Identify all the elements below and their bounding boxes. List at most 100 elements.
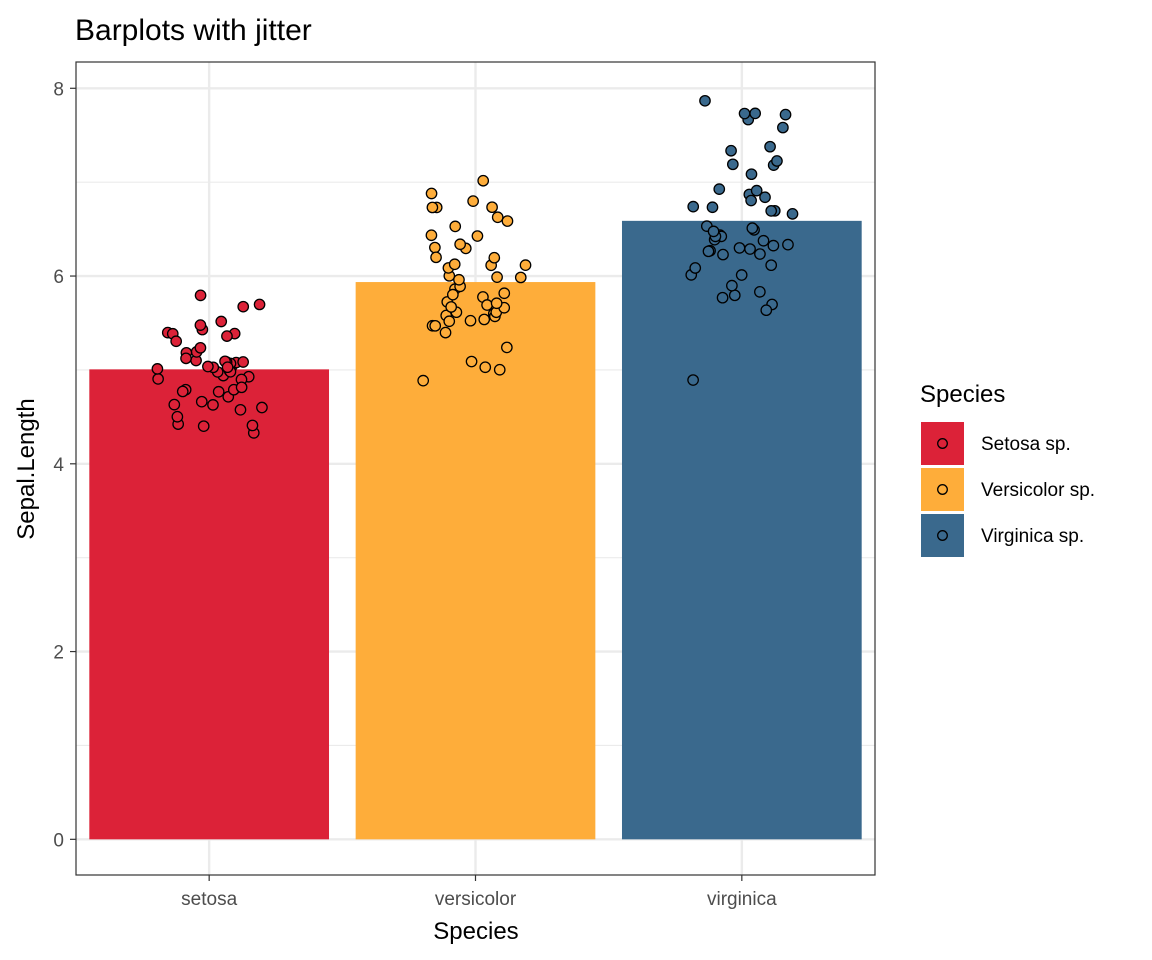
point-virginica xyxy=(687,200,700,213)
legend-key-point xyxy=(937,438,948,449)
point-setosa xyxy=(221,361,234,374)
point-virginica xyxy=(779,108,792,121)
point-setosa xyxy=(194,289,207,302)
point-versicolor xyxy=(471,230,484,242)
point-versicolor xyxy=(498,287,511,300)
point-virginica xyxy=(744,243,756,255)
point-virginica xyxy=(777,121,789,134)
point-versicolor xyxy=(500,341,513,354)
point-virginica xyxy=(750,184,763,197)
point-virginica xyxy=(699,94,711,107)
point-setosa xyxy=(253,298,266,311)
point-virginica xyxy=(759,191,771,204)
point-versicolor xyxy=(486,201,498,214)
point-setosa xyxy=(176,385,189,398)
point-setosa xyxy=(202,360,214,373)
point-versicolor xyxy=(426,201,439,214)
point-versicolor xyxy=(453,273,465,286)
point-virginica xyxy=(749,107,762,120)
point-virginica xyxy=(738,107,751,120)
point-setosa xyxy=(234,403,247,416)
point-setosa xyxy=(221,330,233,342)
point-setosa xyxy=(197,420,210,433)
point-setosa xyxy=(170,335,183,348)
point-virginica xyxy=(702,245,715,258)
point-versicolor xyxy=(425,187,438,200)
point-virginica xyxy=(735,269,748,281)
point-versicolor xyxy=(519,259,532,272)
point-virginica xyxy=(726,279,738,292)
point-setosa xyxy=(194,341,207,354)
y-tick-label: 0 xyxy=(53,830,64,851)
point-virginica xyxy=(771,155,783,167)
point-virginica xyxy=(745,194,757,207)
point-virginica xyxy=(746,222,759,235)
legend-label: Versicolor sp. xyxy=(981,480,1095,501)
point-setosa xyxy=(207,399,219,411)
bar-virginica xyxy=(621,220,862,840)
legend-title: Species xyxy=(920,381,1005,408)
point-versicolor xyxy=(447,288,459,301)
x-tick-label: versicolor xyxy=(435,889,517,910)
point-virginica xyxy=(767,239,780,252)
x-tick-label: virginica xyxy=(707,889,777,910)
point-setosa xyxy=(168,398,181,411)
point-setosa xyxy=(256,401,268,414)
jitter-points xyxy=(151,94,799,439)
point-versicolor xyxy=(501,215,514,227)
point-setosa xyxy=(152,373,164,385)
point-versicolor xyxy=(465,355,478,368)
point-versicolor xyxy=(445,301,458,313)
point-versicolor xyxy=(439,326,452,339)
point-versicolor xyxy=(425,229,438,242)
point-virginica xyxy=(754,248,766,260)
point-virginica xyxy=(765,259,778,272)
point-versicolor xyxy=(443,315,456,328)
point-setosa xyxy=(151,363,164,375)
legend-label: Virginica sp. xyxy=(981,526,1084,547)
point-versicolor xyxy=(481,299,493,311)
point-versicolor xyxy=(493,363,506,376)
y-tick-label: 4 xyxy=(53,455,64,476)
point-virginica xyxy=(725,144,737,157)
legend-label: Setosa sp. xyxy=(981,434,1071,455)
point-virginica xyxy=(728,289,741,302)
point-setosa xyxy=(237,356,249,368)
point-versicolor xyxy=(454,238,466,251)
point-versicolor xyxy=(479,361,492,374)
point-setosa xyxy=(212,385,225,398)
point-virginica xyxy=(760,304,773,317)
legend-key-point xyxy=(937,484,948,495)
point-virginica xyxy=(689,262,702,274)
x-tick-label: setosa xyxy=(181,889,237,910)
point-versicolor xyxy=(449,220,462,233)
point-setosa xyxy=(195,395,208,408)
y-tick-label: 6 xyxy=(53,267,64,288)
point-virginica xyxy=(733,242,746,254)
x-axis: setosa versicolor virginica xyxy=(181,875,777,910)
point-setosa xyxy=(171,410,184,423)
point-virginica xyxy=(782,238,794,251)
point-virginica xyxy=(687,374,699,386)
point-setosa xyxy=(235,381,248,394)
point-setosa xyxy=(215,315,228,328)
y-tick-label: 8 xyxy=(53,79,64,100)
y-axis-title: Sepal.Length xyxy=(13,398,40,539)
point-virginica xyxy=(716,291,729,304)
point-versicolor xyxy=(490,297,503,310)
point-versicolor xyxy=(467,195,479,207)
point-virginica xyxy=(706,201,719,214)
point-setosa xyxy=(246,419,259,432)
chart-title: Barplots with jitter xyxy=(75,14,312,47)
point-virginica xyxy=(764,140,776,153)
point-virginica xyxy=(786,207,799,220)
point-setosa xyxy=(180,352,192,365)
point-versicolor xyxy=(430,251,442,264)
point-virginica xyxy=(757,234,770,247)
legend: Species Setosa sp. Versicolor sp. Virginic… xyxy=(920,381,1095,557)
point-versicolor xyxy=(464,314,477,327)
point-setosa xyxy=(237,300,250,313)
point-virginica xyxy=(713,183,726,195)
y-axis: 0 2 4 6 8 xyxy=(53,79,76,851)
